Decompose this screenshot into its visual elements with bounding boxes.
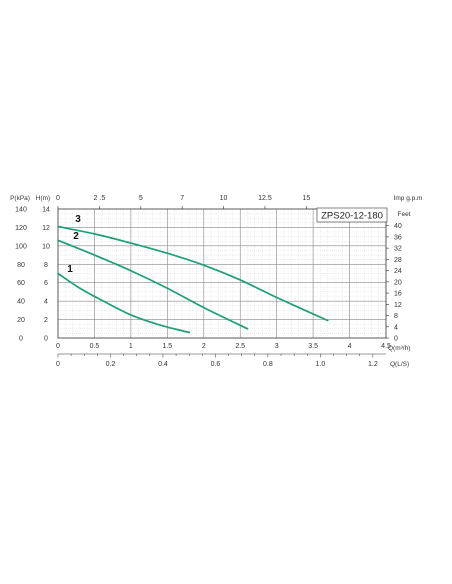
tick-label-feet: 12 <box>394 302 402 309</box>
tick-label-flow-m3h: 1.5 <box>162 343 172 350</box>
tick-label-flow-m3h: 1 <box>129 343 133 350</box>
tick-label-feet: 32 <box>394 246 402 253</box>
tick-label-head-m: 10 <box>42 243 50 250</box>
tick-label-pressure: 0 <box>19 336 23 343</box>
tick-label-feet: 28 <box>394 257 402 264</box>
tick-label-imp: 5 <box>139 195 143 202</box>
tick-label-flow-ls: 0.4 <box>158 361 168 368</box>
tick-label-imp: 7 <box>180 195 184 202</box>
tick-label-head-m: 14 <box>42 207 50 214</box>
tick-label-feet: 20 <box>394 279 402 286</box>
axis-title-flow-m3h: Q(m³/h) <box>388 345 410 352</box>
curve-label-2: 2 <box>73 231 79 242</box>
tick-label-flow-ls: 0 <box>56 361 60 368</box>
tick-label-pressure: 20 <box>17 317 25 324</box>
model-label: ZPS20-12-180 <box>321 211 383 222</box>
tick-label-pressure: 120 <box>15 225 27 232</box>
tick-label-feet: 40 <box>394 223 402 230</box>
tick-label-head-m: 2 <box>44 317 48 324</box>
tick-label-head-m: 4 <box>44 299 48 306</box>
tick-label-feet: 24 <box>394 268 402 275</box>
tick-label-flow-m3h: 4 <box>348 343 352 350</box>
tick-label-flow-m3h: 0.5 <box>90 343 100 350</box>
tick-label-pressure: 100 <box>15 243 27 250</box>
tick-label-flow-ls: 1.2 <box>368 361 378 368</box>
curve-2 <box>57 239 249 330</box>
grid <box>57 208 387 339</box>
axis-title-imp-gpm: Imp g.p.m <box>394 195 423 202</box>
tick-label-feet: 16 <box>394 291 402 298</box>
tick-label-feet: 36 <box>394 234 402 241</box>
axis-title-pressure: P(kPa) <box>10 195 30 202</box>
tick-label-feet: 0 <box>394 336 398 343</box>
tick-label-imp: 10 <box>220 195 228 202</box>
tick-label-flow-m3h: 4.5 <box>381 343 391 350</box>
tick-label-imp: 15 <box>302 195 310 202</box>
tick-label-flow-ls: 0.8 <box>263 361 273 368</box>
tick-label-imp: 12.5 <box>258 195 272 202</box>
tick-label-pressure: 60 <box>17 280 25 287</box>
curve-1 <box>57 272 191 334</box>
tick-label-head-m: 8 <box>44 262 48 269</box>
tick-label-head-m: 0 <box>44 336 48 343</box>
tick-label-pressure: 140 <box>15 207 27 214</box>
tick-label-flow-ls: 0.2 <box>106 361 116 368</box>
tick-label-imp: 2 .5 <box>94 195 106 202</box>
curve-label-3: 3 <box>75 214 81 225</box>
tick-label-flow-ls: 1.0 <box>316 361 326 368</box>
axis-title-flow-ls: Q(L/S) <box>390 361 409 368</box>
tick-label-imp: 0 <box>56 195 60 202</box>
tick-label-pressure: 40 <box>17 299 25 306</box>
model-label-box <box>316 207 388 223</box>
tick-label-flow-m3h: 2.5 <box>235 343 245 350</box>
tick-label-head-m: 12 <box>42 225 50 232</box>
tick-label-feet: 4 <box>394 324 398 331</box>
tick-label-flow-ls: 0.6 <box>211 361 221 368</box>
curve-label-1: 1 <box>67 264 73 275</box>
tick-labels: 0022044066088010100121201414004812162024… <box>15 195 402 368</box>
tick-label-flow-m3h: 3.5 <box>308 343 318 350</box>
axis-title-feet: Feet <box>397 211 410 218</box>
curve-3 <box>57 225 329 322</box>
tick-label-head-m: 6 <box>44 280 48 287</box>
tick-label-flow-m3h: 3 <box>275 343 279 350</box>
curves: 1 2 3 <box>57 214 329 334</box>
tick-label-feet: 8 <box>394 313 398 320</box>
tick-label-flow-m3h: 2 <box>202 343 206 350</box>
tick-label-flow-m3h: 0 <box>56 343 60 350</box>
tick-label-pressure: 80 <box>17 262 25 269</box>
axis-title-head-m: H(m) <box>36 195 50 202</box>
